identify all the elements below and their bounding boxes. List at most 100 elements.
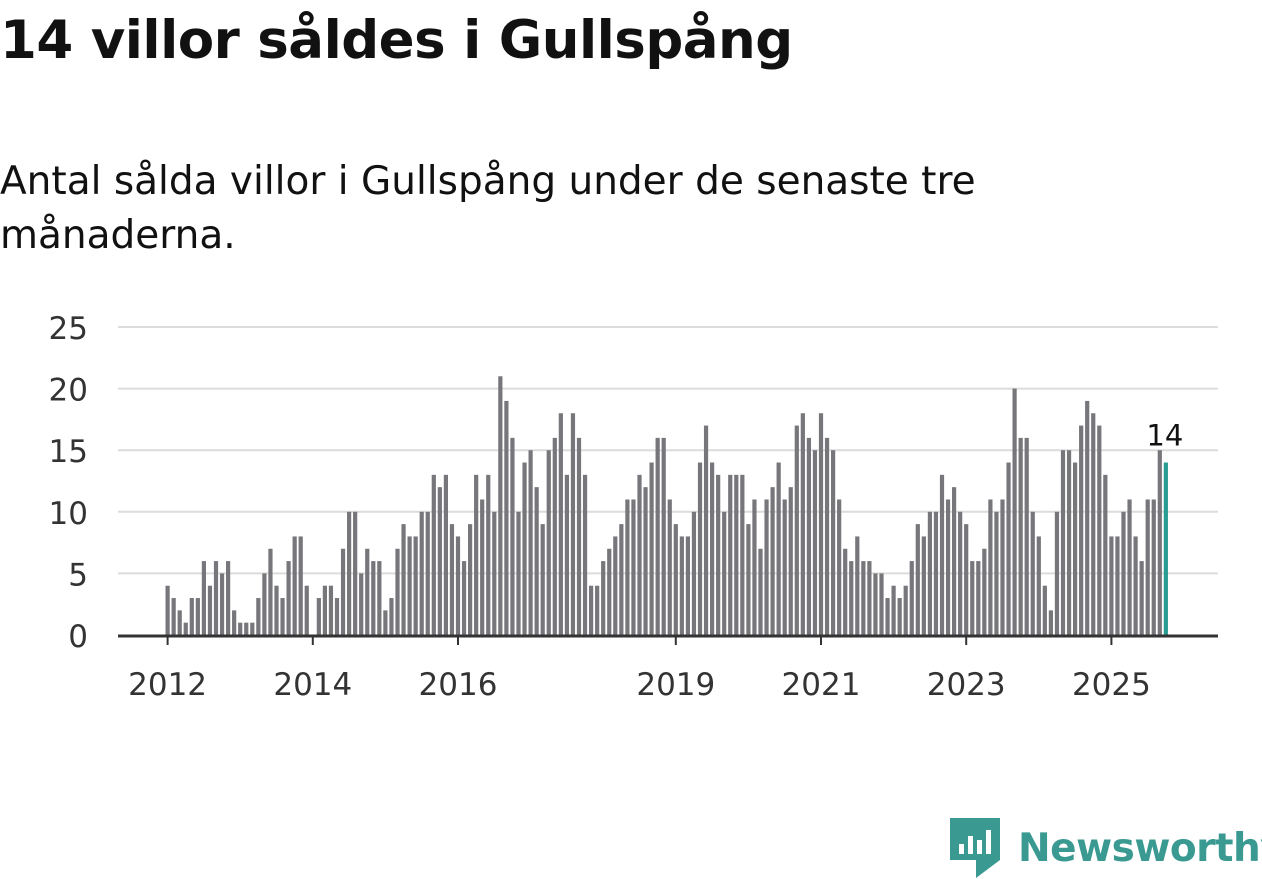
bar — [643, 487, 648, 635]
bar — [716, 474, 721, 635]
bar — [861, 561, 866, 635]
bar — [1103, 474, 1108, 635]
bar — [1012, 388, 1017, 635]
bar — [800, 413, 805, 635]
x-tick-label: 2023 — [927, 667, 1006, 703]
bar — [903, 585, 908, 635]
bar — [873, 573, 878, 635]
bar — [347, 511, 352, 635]
bar — [226, 561, 231, 635]
bar — [576, 437, 582, 635]
bar — [395, 548, 400, 635]
bar — [189, 598, 194, 635]
bar — [425, 511, 430, 635]
bar — [1133, 536, 1138, 635]
x-tick-label: 2012 — [128, 667, 207, 703]
bar — [486, 474, 491, 635]
bar — [752, 499, 757, 635]
bar — [1085, 400, 1090, 635]
bar — [353, 511, 358, 635]
bar — [480, 499, 485, 635]
bar — [734, 474, 739, 635]
bar — [558, 413, 563, 635]
bar — [1145, 499, 1150, 635]
bar — [988, 499, 993, 635]
bar — [758, 548, 763, 635]
bar — [1097, 425, 1102, 635]
bar — [498, 376, 503, 635]
bar — [383, 610, 388, 635]
y-tick-label: 20 — [49, 373, 88, 409]
bar — [256, 598, 261, 635]
bar — [292, 536, 297, 635]
bar — [1109, 536, 1114, 635]
bar — [419, 511, 424, 635]
bar — [945, 499, 951, 635]
bar — [1115, 536, 1120, 635]
bar — [165, 585, 170, 635]
y-tick-label: 15 — [49, 434, 88, 470]
bar — [831, 450, 836, 635]
bar — [274, 585, 279, 635]
bar — [607, 548, 612, 635]
bar — [250, 622, 255, 635]
bar — [582, 474, 588, 635]
bar — [365, 548, 370, 635]
bar — [564, 474, 569, 635]
y-tick-label: 0 — [68, 619, 88, 655]
brand-logo: Newsworthy — [950, 818, 1262, 878]
bar — [1036, 536, 1041, 635]
bar — [673, 524, 678, 635]
bar — [359, 573, 364, 635]
bar — [952, 487, 957, 635]
bar — [794, 425, 799, 635]
bar — [601, 561, 606, 635]
bar — [316, 598, 321, 635]
bar — [855, 536, 860, 635]
x-tick-label: 2016 — [419, 667, 498, 703]
bar — [1073, 462, 1078, 635]
bar — [443, 474, 448, 635]
bar — [340, 548, 346, 635]
bar — [921, 536, 926, 635]
bar — [371, 561, 376, 635]
bar — [1157, 450, 1162, 635]
bars — [165, 376, 1168, 635]
bar — [431, 474, 436, 635]
bar — [546, 450, 551, 635]
bar — [389, 598, 394, 635]
bar — [322, 585, 327, 635]
bar — [552, 437, 557, 635]
bar — [534, 487, 539, 635]
bar — [637, 474, 642, 635]
bar — [824, 437, 830, 635]
x-axis-ticks: 2012 2014 2016 2019 2021 2023 2025 — [128, 637, 1151, 703]
bar — [710, 462, 715, 635]
bar — [413, 536, 418, 635]
bar — [461, 561, 467, 635]
bar — [667, 499, 672, 635]
bar — [812, 450, 818, 635]
y-axis-ticks: 0 5 10 15 20 25 — [49, 311, 88, 655]
bar — [207, 585, 213, 635]
newsworthy-logo-icon — [950, 818, 1000, 878]
bar — [1060, 450, 1066, 635]
y-tick-label: 25 — [49, 311, 88, 347]
bar — [238, 622, 243, 635]
bar — [806, 437, 811, 635]
bar — [788, 487, 793, 635]
bar — [244, 622, 249, 635]
bar — [589, 585, 594, 635]
bar — [970, 561, 975, 635]
bar — [268, 548, 273, 635]
bar — [298, 536, 303, 635]
bar — [437, 487, 442, 635]
bar — [1066, 450, 1072, 635]
y-tick-label: 10 — [49, 496, 88, 532]
bar — [740, 474, 745, 635]
data-labels: 14 — [1146, 419, 1183, 453]
bar — [522, 462, 527, 635]
bar — [776, 462, 781, 635]
bar — [595, 585, 600, 635]
